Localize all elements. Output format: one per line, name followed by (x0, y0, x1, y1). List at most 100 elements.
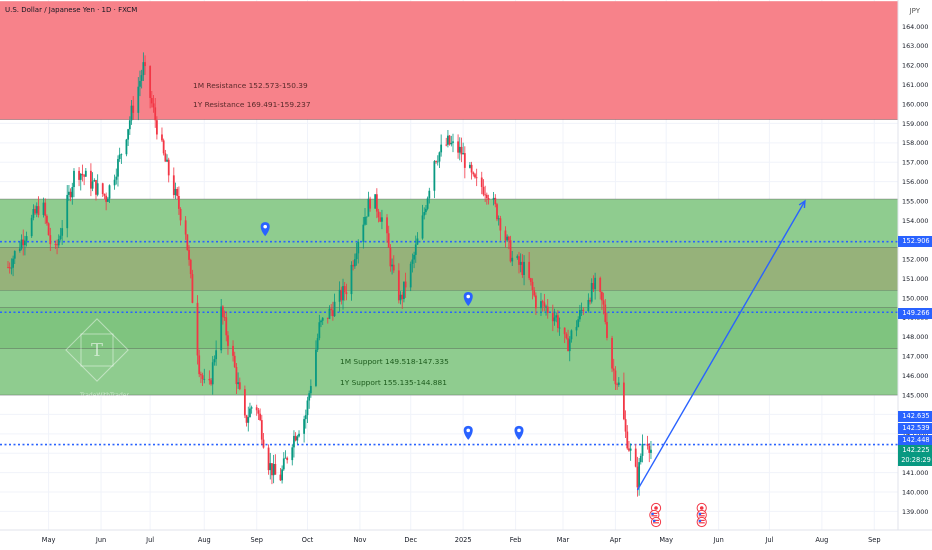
candle-body (30, 217, 33, 237)
price-label-142635: 142.635 (898, 411, 932, 422)
candle-body (570, 330, 573, 340)
candle-body (179, 208, 182, 221)
candle-body (177, 196, 180, 209)
y-tick-label: 139.000 (902, 508, 928, 516)
candle-body (245, 415, 248, 423)
candle-body (318, 322, 321, 339)
y-tick-label: 152.000 (902, 256, 928, 264)
flag-canton (653, 519, 656, 522)
candle-body (267, 447, 270, 471)
candle-body (139, 80, 141, 87)
candle-body (423, 212, 426, 216)
candle-body (447, 135, 449, 145)
candle-body (448, 135, 451, 145)
flag-canton (698, 512, 702, 515)
candle-body (602, 300, 605, 305)
candle-body (487, 198, 490, 200)
candle-body (634, 448, 637, 467)
candle-body (391, 264, 393, 267)
candle-body (592, 282, 595, 290)
candle-body (518, 256, 520, 265)
y-tick-label: 150.000 (902, 294, 928, 302)
pin-dot (263, 224, 267, 229)
candle-body (553, 317, 556, 322)
candle-body (167, 159, 170, 176)
candle-body (271, 463, 273, 476)
candle-body (578, 310, 581, 320)
candle-body (535, 295, 537, 309)
candle-body (298, 433, 300, 437)
y-tick-label: 148.000 (902, 333, 928, 341)
candle-body (374, 194, 377, 209)
flag-ring (650, 516, 662, 528)
candle-body (150, 97, 153, 104)
watermark-logo-inner (80, 333, 114, 367)
candle-body (272, 463, 275, 476)
us-flag-icon (696, 516, 707, 528)
candle-body (208, 378, 211, 381)
candle-body (10, 267, 13, 269)
candle-body (132, 105, 135, 113)
candle-body (541, 301, 544, 303)
pin-shape (463, 425, 473, 440)
candle-body (416, 238, 419, 245)
x-tick-label: Aug (198, 536, 211, 544)
candle-body (201, 375, 204, 380)
candle-body (404, 281, 407, 288)
pin-dot (466, 294, 471, 299)
flag-stripe (651, 515, 658, 517)
candle-body (161, 134, 163, 141)
candle-body (496, 204, 498, 220)
candle-body (472, 172, 475, 175)
candle-body (409, 263, 412, 288)
x-tick-label: Dec (404, 536, 417, 544)
y-tick-label: 140.000 (902, 488, 928, 496)
candle-body (648, 445, 651, 453)
candle-body (196, 302, 199, 356)
candle-body (164, 153, 167, 162)
candle-body (497, 218, 500, 220)
candle-body (140, 75, 143, 81)
candle-body (101, 183, 104, 195)
candle-body (249, 408, 251, 418)
candle-body (357, 241, 360, 254)
candle-body (105, 195, 108, 202)
candle-body (8, 267, 11, 269)
candle-body (303, 419, 305, 434)
watermark-text: TradeWithTrader (80, 392, 129, 399)
annotation-1m-support: 1M Support 149.518-147.335 (340, 357, 449, 366)
pin-dot (466, 428, 471, 433)
candle-body (125, 139, 128, 155)
candle-body (59, 235, 62, 240)
x-tick-label: Mar (557, 536, 570, 544)
candle-body (379, 217, 382, 222)
candle-body (413, 254, 415, 260)
candle-body (457, 141, 459, 153)
candle-body (215, 350, 218, 360)
candle-body (130, 105, 133, 121)
location-pin-icon (463, 425, 473, 440)
candle-body (69, 191, 72, 198)
candle-body (308, 393, 311, 401)
candle-body (120, 154, 123, 156)
candle-body (606, 321, 608, 338)
candle-body (612, 368, 615, 371)
candle-body (545, 306, 547, 308)
candle-body (629, 448, 632, 451)
candle-body (403, 281, 405, 300)
candle-body (90, 170, 92, 189)
candle-body (118, 154, 121, 160)
candle-body (426, 198, 429, 209)
candle-body (316, 338, 319, 350)
candle-body (282, 458, 285, 470)
candle-body (47, 223, 50, 236)
candle-body (166, 159, 168, 162)
candle-body (154, 107, 157, 121)
candle-body (106, 198, 109, 202)
candle-body (78, 170, 80, 180)
candle-body (281, 469, 284, 481)
candle-body (469, 164, 471, 168)
x-tick-label: Sep (251, 536, 263, 544)
candle-body (345, 292, 348, 295)
